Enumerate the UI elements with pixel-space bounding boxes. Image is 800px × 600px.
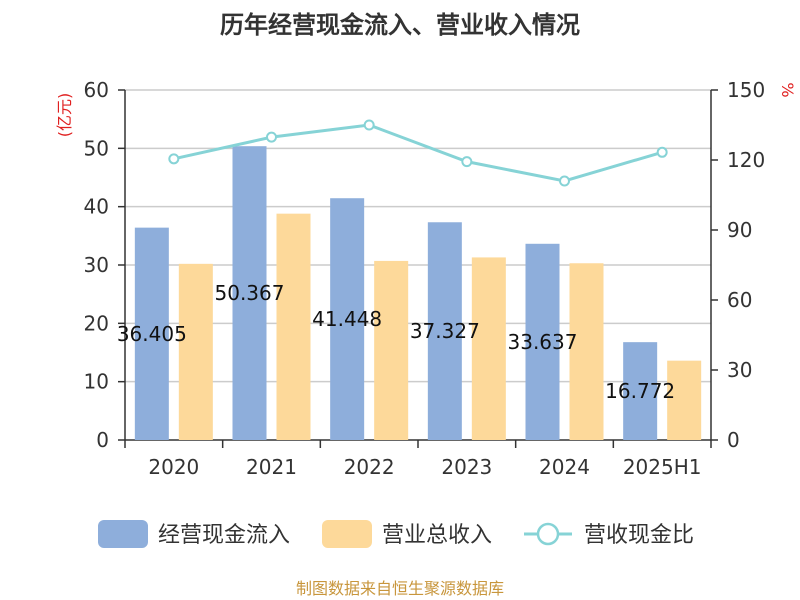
ratio-point — [363, 119, 375, 131]
cash-inflow-value-label: 41.448 — [312, 307, 382, 331]
cash-inflow-value-label: 37.327 — [410, 319, 480, 343]
left-tick-label: 40 — [84, 195, 109, 219]
revenue-bar — [667, 360, 702, 440]
legend-marker-ratio — [536, 522, 560, 546]
cash-inflow-value-label: 36.405 — [117, 322, 187, 346]
legend: 经营现金流入 营业总收入 营收现金比 — [98, 520, 694, 548]
ratio-point — [559, 175, 570, 187]
left-tick-label: 30 — [84, 253, 109, 277]
revenue-bar — [471, 257, 506, 440]
cash-inflow-value-label: 33.637 — [508, 330, 578, 354]
left-tick-label: 60 — [84, 78, 109, 102]
revenue-bar — [569, 263, 604, 440]
x-tick-label: 2022 — [344, 455, 395, 479]
ratio-point — [266, 131, 277, 143]
legend-swatch-cash-inflow — [98, 520, 148, 548]
data-labels: 36.405 50.367 41.448 37.327 33.637 16.772 — [117, 281, 675, 403]
left-tick-label: 0 — [96, 428, 109, 452]
legend-label-cash-inflow: 经营现金流入 — [158, 523, 290, 548]
x-tick-label: 2020 — [148, 455, 199, 479]
cash-inflow-value-label: 16.772 — [605, 379, 675, 403]
ratio-line — [168, 119, 668, 187]
right-tick-label: 30 — [727, 358, 752, 382]
right-tick-label: 150 — [727, 78, 765, 102]
left-tick-label: 10 — [84, 370, 109, 394]
right-tick-label: 60 — [727, 288, 752, 312]
legend-swatch-revenue — [322, 520, 372, 548]
left-tick-label: 20 — [84, 311, 109, 335]
left-axis-unit: (亿元) — [55, 93, 74, 138]
x-tick-label: 2021 — [246, 455, 297, 479]
x-tick-label: 2025H1 — [623, 455, 702, 479]
right-tick-label: 120 — [727, 148, 765, 172]
x-tick-label: 2023 — [441, 455, 492, 479]
cash-inflow-bar — [330, 198, 365, 440]
cash-inflow-bar — [134, 227, 169, 440]
cash-inflow-bar — [525, 243, 560, 440]
ratio-point — [461, 156, 473, 168]
legend-label-revenue: 营业总收入 — [382, 523, 492, 548]
left-tick-label: 50 — [84, 136, 109, 160]
revenue-bar — [276, 213, 311, 440]
ratio-point — [656, 146, 668, 158]
ratio-line-path — [173, 123, 663, 183]
legend-label-ratio: 营收现金比 — [584, 523, 694, 548]
chart-title: 历年经营现金流入、营业收入情况 — [220, 11, 580, 39]
right-axis-unit: % — [778, 82, 797, 97]
revenue-bar — [374, 260, 409, 440]
axes: 0 10 20 30 40 50 60 0 30 60 90 120 150 2020 2021 2022 20… — [84, 78, 766, 479]
source-note: 制图数据来自恒生聚源数据库 — [296, 579, 504, 598]
cash-inflow-bar — [427, 222, 462, 440]
ratio-point — [168, 153, 180, 165]
cash-inflow-bar — [623, 342, 658, 440]
cash-inflow-value-label: 50.367 — [215, 281, 285, 305]
right-tick-label: 90 — [727, 218, 752, 242]
bars — [134, 146, 702, 440]
revenue-bar — [178, 263, 213, 440]
cash-inflow-bar — [232, 146, 267, 440]
x-tick-label: 2024 — [539, 455, 590, 479]
right-tick-label: 0 — [727, 428, 740, 452]
